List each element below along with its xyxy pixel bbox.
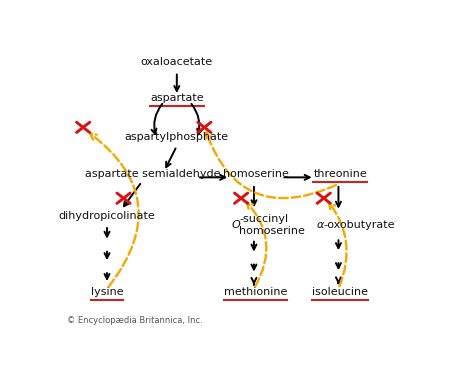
Text: © Encyclopædia Britannica, Inc.: © Encyclopædia Britannica, Inc.	[66, 316, 202, 325]
Text: O: O	[231, 220, 240, 230]
Text: lysine: lysine	[91, 287, 123, 297]
Text: aspartate semialdehyde: aspartate semialdehyde	[85, 169, 221, 179]
Text: -oxobutyrate: -oxobutyrate	[324, 220, 395, 230]
Text: aspartate: aspartate	[150, 93, 204, 103]
Text: α: α	[316, 220, 324, 230]
Text: isoleucine: isoleucine	[312, 287, 368, 297]
Text: aspartylphosphate: aspartylphosphate	[125, 131, 229, 141]
Text: -succinyl
homoserine: -succinyl homoserine	[239, 214, 305, 236]
Text: homoserine: homoserine	[223, 169, 289, 179]
Text: methionine: methionine	[224, 287, 287, 297]
Text: dihydropicolinate: dihydropicolinate	[59, 211, 155, 221]
Text: oxaloacetate: oxaloacetate	[141, 57, 213, 67]
Text: threonine: threonine	[313, 169, 367, 179]
